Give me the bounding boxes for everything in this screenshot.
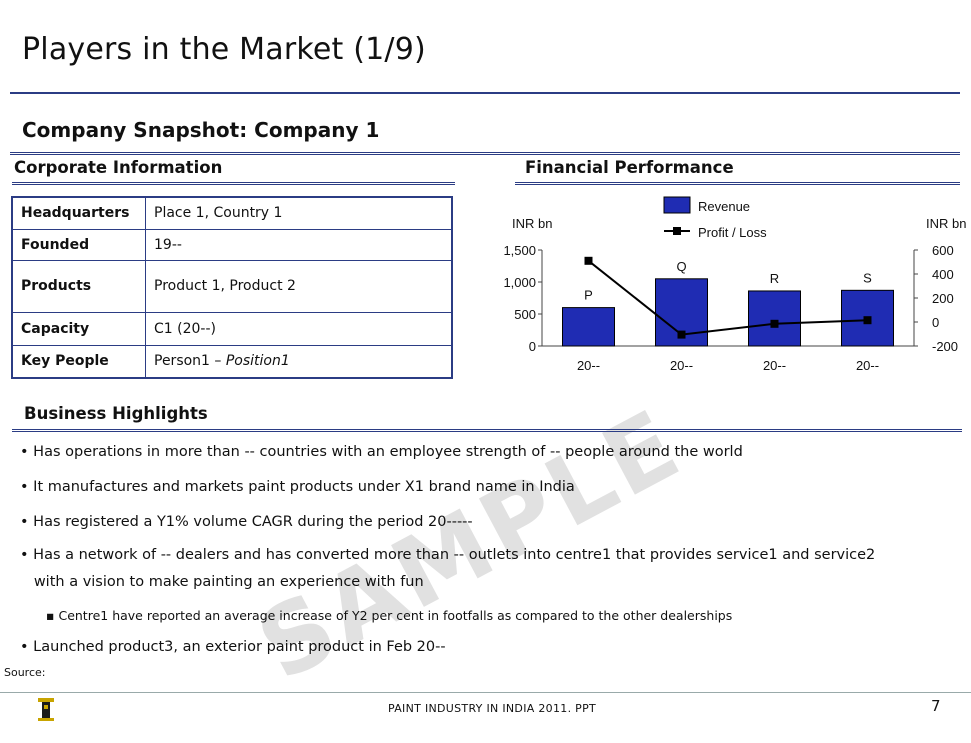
- subtitle-divider: [10, 152, 960, 155]
- watermark-text: SAMPLE: [240, 387, 700, 703]
- profit-loss-point: [584, 256, 593, 265]
- revenue-bar: [748, 290, 801, 347]
- row-key: Products: [12, 260, 146, 313]
- right-tick-label: 0: [932, 315, 939, 330]
- person-name: Person1 –: [154, 353, 226, 370]
- x-tick-label: 20--: [670, 358, 693, 373]
- legend-revenue-swatch: [663, 196, 691, 214]
- row-value: 19--: [145, 229, 452, 261]
- corporate-info-heading: Corporate Information: [14, 158, 223, 177]
- row-value: Place 1, Country 1: [145, 197, 452, 230]
- financial-performance-heading: Financial Performance: [525, 158, 734, 177]
- profit-loss-line: [587, 260, 868, 336]
- footer-divider: [0, 692, 971, 693]
- lighthouse-logo-icon: [38, 698, 54, 721]
- x-tick-label: 20--: [577, 358, 600, 373]
- table-row: Founded 19--: [12, 229, 452, 261]
- corporate-info-divider: [12, 182, 455, 185]
- left-tick-label: 1,000: [503, 275, 536, 290]
- business-highlights-heading: Business Highlights: [24, 404, 208, 423]
- list-item: • Has a network of -- dealers and has co…: [20, 547, 876, 563]
- left-tick-label: 500: [514, 307, 536, 322]
- footer-text: PAINT INDUSTRY IN INDIA 2011. PPT: [388, 702, 597, 715]
- page-number: 7: [931, 697, 941, 715]
- row-key: Founded: [12, 229, 146, 261]
- legend-profit-label: Profit / Loss: [698, 225, 767, 240]
- page-title: Players in the Market (1/9): [22, 32, 426, 67]
- person-position: Position1: [225, 353, 290, 370]
- financial-performance-divider: [515, 182, 960, 185]
- sub-bullet-marker: ▪: [46, 608, 55, 623]
- legend-revenue-label: Revenue: [698, 199, 750, 214]
- right-axis-label: INR bn: [926, 216, 966, 231]
- financial-performance-chart: 0 500 1,000 1,500 -200 0 200 400 600 INR bn INR bn…: [503, 196, 966, 373]
- profit-loss-point: [677, 330, 686, 339]
- row-key: Capacity: [12, 312, 146, 346]
- sub-list-item: ▪ Centre1 have reported an average incre…: [46, 608, 732, 623]
- title-divider: [10, 92, 960, 94]
- x-tick-label: 20--: [856, 358, 879, 373]
- right-tick-label: 600: [932, 243, 954, 258]
- sub-bullet-text: Centre1 have reported an average increas…: [58, 608, 733, 623]
- sample-watermark: SAMPLE: [188, 347, 753, 742]
- list-item: • Has registered a Y1% volume CAGR durin…: [20, 514, 473, 530]
- row-key: Key People: [12, 345, 146, 378]
- table-row: Capacity C1 (20--): [12, 312, 452, 346]
- right-tick-label: 200: [932, 291, 954, 306]
- table-row: Products Product 1, Product 2: [12, 260, 452, 313]
- bar-data-label: Q: [676, 259, 686, 274]
- left-tick-label: 1,500: [503, 243, 536, 258]
- list-item: • Launched product3, an exterior paint p…: [20, 639, 446, 655]
- source-label: Source:: [4, 666, 46, 679]
- bar-data-label: R: [770, 271, 779, 286]
- list-item-continuation: with a vision to make painting an experi…: [20, 574, 424, 590]
- right-tick-label: 400: [932, 267, 954, 282]
- table-row: Key People Person1 – Position1: [12, 345, 452, 378]
- list-item: • Has operations in more than -- countri…: [20, 444, 743, 460]
- legend-profit-marker: [673, 227, 681, 235]
- business-highlights-divider: [12, 429, 962, 432]
- page-subtitle: Company Snapshot: Company 1: [22, 118, 380, 142]
- revenue-bar: [562, 307, 615, 347]
- row-key: Headquarters: [12, 197, 146, 230]
- bar-data-label: P: [584, 288, 593, 303]
- left-tick-label: 0: [529, 339, 536, 354]
- corporate-info-table: Headquarters Place 1, Country 1 Founded …: [11, 196, 453, 379]
- row-value: Person1 – Position1: [146, 345, 453, 378]
- right-tick-label: -200: [932, 339, 958, 354]
- row-value: C1 (20--): [145, 312, 452, 346]
- profit-loss-point: [770, 319, 779, 328]
- x-tick-label: 20--: [763, 358, 786, 373]
- profit-loss-point: [863, 316, 872, 325]
- list-item: • It manufactures and markets paint prod…: [20, 479, 575, 495]
- left-axis-label: INR bn: [512, 216, 552, 231]
- row-value: Product 1, Product 2: [145, 260, 452, 313]
- table-row: Headquarters Place 1, Country 1: [12, 197, 452, 230]
- bar-data-label: S: [863, 270, 872, 285]
